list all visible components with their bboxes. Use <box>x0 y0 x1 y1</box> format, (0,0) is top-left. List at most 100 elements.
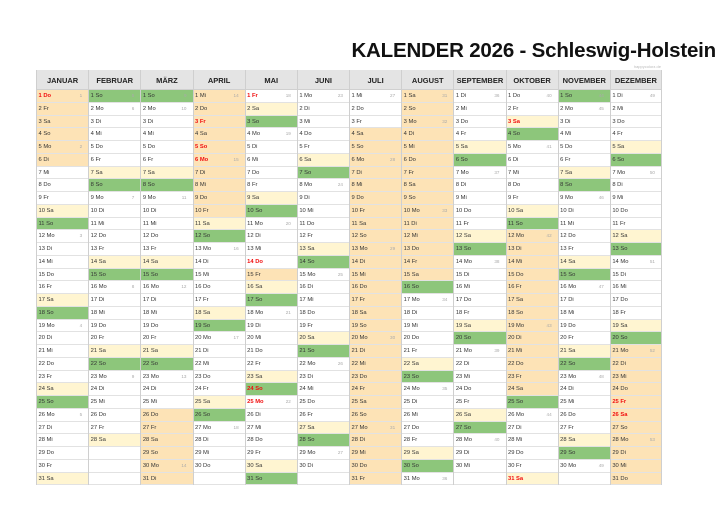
day-label: 28 Mo <box>612 437 629 444</box>
day-label: 7 Di <box>195 169 206 176</box>
week-number: 30 <box>390 335 396 341</box>
day-label: 23 So <box>403 373 419 380</box>
day-label: 22 Fr <box>247 360 261 367</box>
day-cell: 13 Mo 29 <box>350 243 402 256</box>
day-label: 14 Mi <box>38 258 53 265</box>
day-cell: 17 Di <box>141 294 193 307</box>
day-cell: 21 Di <box>350 345 402 358</box>
day-label: 12 Do <box>90 233 107 240</box>
day-label: 24 Di <box>142 386 157 393</box>
day-cell: 30 Mi <box>454 459 506 473</box>
day-cell: 30 Di <box>297 459 349 473</box>
day-cell: 15 Mo 25 <box>297 268 349 282</box>
day-cell: 16 Do <box>193 281 245 294</box>
month-header: MAI <box>245 70 297 90</box>
day-label: 27 Fr <box>142 424 157 431</box>
day-label: 27 So <box>455 424 471 431</box>
day-cell: 29 So <box>558 447 610 460</box>
day-label: 23 Fr <box>38 373 53 380</box>
week-number: 44 <box>598 93 604 98</box>
day-label: 3 Mo <box>403 118 417 125</box>
day-cell: 13 Di <box>37 243 89 256</box>
day-label: 31 Di <box>142 475 157 482</box>
day-cell: 20 So <box>610 332 661 345</box>
day-label: 21 Mi <box>38 348 53 354</box>
day-label: 29 Di <box>612 450 626 456</box>
day-cell: 13 So <box>610 243 661 256</box>
day-cell: 13 Do <box>402 243 454 256</box>
day-cell: 13 Mi <box>245 243 297 256</box>
day-label: 17 So <box>247 297 263 303</box>
day-label: 23 Fr <box>508 373 522 380</box>
day-label: 18 Mi <box>90 309 105 316</box>
day-cell: 21 Di <box>193 345 245 358</box>
day-cell: 10 Do <box>610 204 661 218</box>
day-label: 6 Mi <box>247 156 259 163</box>
day-label: 30 Fr <box>38 462 53 469</box>
day-label: 27 Di <box>508 424 522 431</box>
day-label: 18 Do <box>299 309 315 316</box>
day-cell: 4 Sa <box>350 128 402 141</box>
day-label: 17 Fr <box>351 297 366 303</box>
day-cell: 26 Do <box>89 408 141 422</box>
day-label: 8 So <box>90 182 103 189</box>
day-label: 27 Fr <box>90 424 105 431</box>
day-cell: 1 Do 40 <box>506 90 558 103</box>
day-cell: 11 Sa <box>350 217 402 231</box>
day-cell: 23 Do <box>350 370 402 384</box>
week-number: 6 <box>131 105 135 111</box>
day-label: 26 Mo <box>38 411 55 418</box>
week-number: 27 <box>390 93 396 98</box>
empty-cell <box>89 472 141 486</box>
day-label: 18 So <box>508 309 524 316</box>
day-cell: 31 Sa <box>506 472 558 486</box>
day-label: 5 Do <box>560 144 573 150</box>
day-label: 19 Fr <box>299 322 313 329</box>
day-cell: 1 Sa 31 <box>402 90 454 103</box>
day-label: 10 Fr <box>195 207 209 214</box>
day-label: 20 Fr <box>90 335 105 342</box>
day-cell: 21 Mo 39 <box>454 345 506 358</box>
day-cell: 23 Di <box>297 370 349 384</box>
day-cell: 27 Di <box>506 421 558 435</box>
day-cell: 15 So <box>89 268 141 282</box>
day-label: 4 Fr <box>612 131 623 138</box>
day-cell: 17 Do <box>454 294 506 307</box>
day-cell: 12 So <box>350 230 402 243</box>
day-label: 2 Mo <box>90 105 104 112</box>
day-cell: 26 Mo 5 <box>37 408 89 422</box>
day-label: 30 Mi <box>612 462 627 469</box>
day-cell: 8 Do <box>506 179 558 192</box>
day-label: 25 Mi <box>142 399 158 405</box>
day-label: 26 Mi <box>403 411 418 418</box>
day-cell: 22 Mo 26 <box>297 357 349 371</box>
day-label: 4 Sa <box>351 131 364 138</box>
day-label: 2 So <box>403 105 416 112</box>
day-cell: 2 Mo 10 <box>141 102 193 116</box>
day-cell: 9 Mo 46 <box>558 192 610 205</box>
day-label: 28 Fr <box>403 437 418 444</box>
day-cell: 15 So <box>558 268 610 282</box>
day-cell: 18 So <box>506 306 558 320</box>
week-number: 53 <box>649 437 655 443</box>
day-cell: 12 Sa <box>454 230 506 243</box>
day-cell: 11 Mi <box>141 217 193 231</box>
day-cell: 20 Sa <box>297 332 349 345</box>
day-label: 8 Di <box>455 182 467 189</box>
day-cell: 17 Fr <box>193 294 245 307</box>
day-cell: 9 Fr <box>37 192 89 205</box>
day-cell: 28 Fr <box>402 434 454 447</box>
day-cell: 13 Di <box>506 243 558 256</box>
day-label: 1 So <box>560 93 573 99</box>
day-label: 1 Do <box>508 93 521 99</box>
day-label: 19 Mo <box>38 322 55 329</box>
week-number: 11 <box>181 195 187 200</box>
day-label: 6 Di <box>508 156 519 163</box>
day-label: 6 Fr <box>90 156 101 163</box>
day-label: 24 Sa <box>508 386 524 393</box>
day-label: 12 Fr <box>299 233 313 240</box>
day-label: 26 Do <box>90 411 107 418</box>
day-label: 21 Fr <box>403 348 418 354</box>
day-label: 2 Mo <box>142 105 156 112</box>
day-cell: 31 Do <box>610 472 661 486</box>
